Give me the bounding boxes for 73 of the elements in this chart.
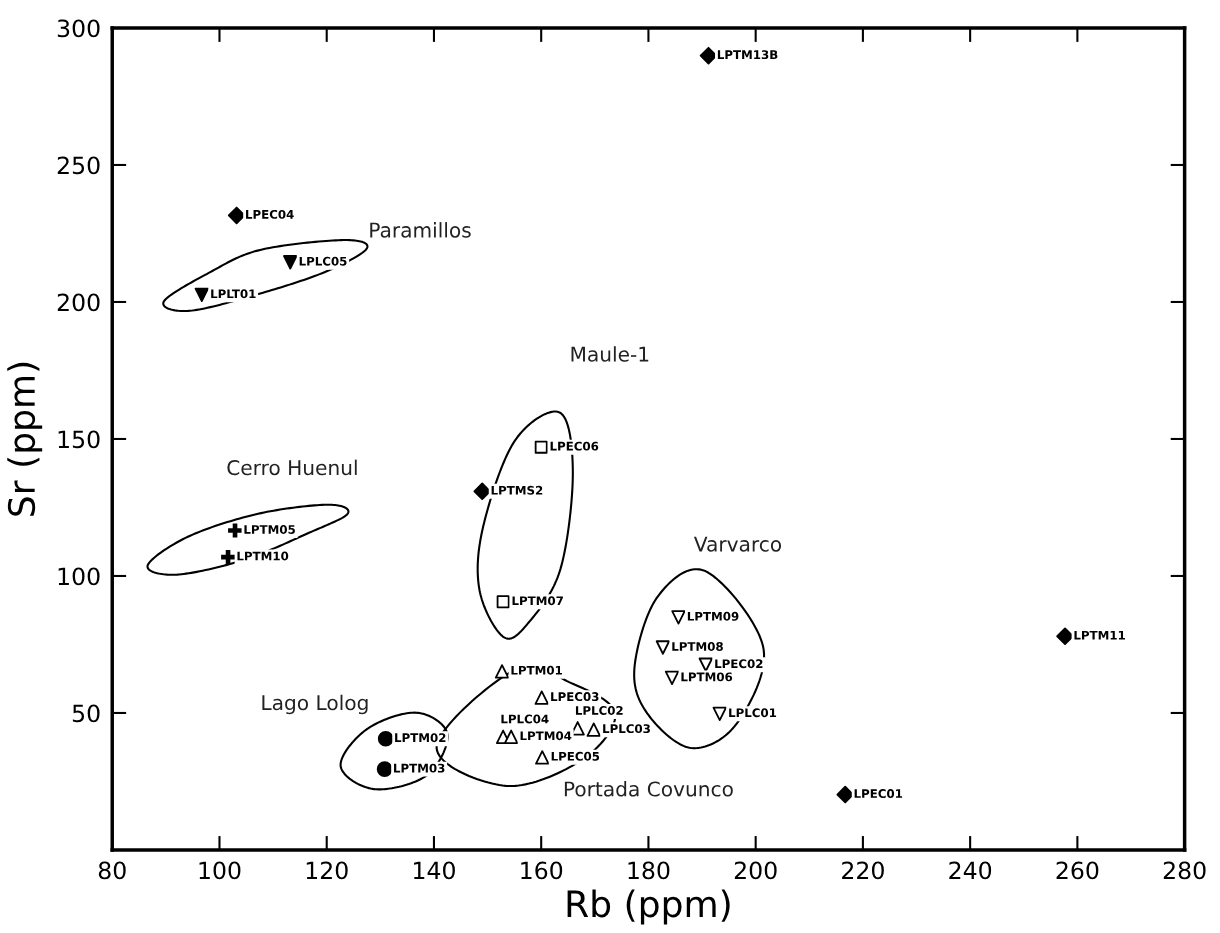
annotation: Portada Covunco <box>564 781 733 797</box>
x-tick-label: 160 <box>521 861 563 880</box>
point <box>227 206 246 225</box>
data-label: LPLC04 <box>501 714 549 724</box>
point <box>377 730 394 747</box>
data-label: LPTM01 <box>511 665 562 675</box>
point <box>473 482 491 501</box>
data-label: LPTM07 <box>512 596 563 606</box>
point <box>655 640 671 655</box>
point <box>664 670 680 686</box>
x-tick-label: 120 <box>306 861 348 880</box>
y-tick-label: 100 <box>58 567 100 586</box>
annotation: Cerro Huenul <box>227 459 357 476</box>
data-label: LPEC01 <box>854 789 903 799</box>
data-label: LPTM05 <box>244 524 295 534</box>
point <box>836 785 854 804</box>
point <box>671 610 686 625</box>
x-tick-label: 200 <box>734 861 777 880</box>
y-tick-label: 50 <box>72 704 100 723</box>
x-tick-label: 220 <box>842 861 884 880</box>
point <box>586 722 601 737</box>
data-label: LPTM11 <box>1074 630 1125 640</box>
x-tick-label: 140 <box>414 861 455 880</box>
point <box>534 440 548 454</box>
data-label: LPTM03 <box>394 763 445 773</box>
x-tick-label: 80 <box>98 861 126 880</box>
data-label: LPLC05 <box>299 256 347 266</box>
data-label: LPTM06 <box>681 672 733 682</box>
y-tick-label: 250 <box>57 156 100 175</box>
data-label: LPEC05 <box>551 751 600 761</box>
y-tick-label: 200 <box>57 293 100 312</box>
data-label: LPEC04 <box>246 209 294 219</box>
data-label: LPTM10 <box>237 551 289 561</box>
point <box>194 287 209 303</box>
point <box>228 523 242 538</box>
y-axis-title: Sr (ppm) <box>7 362 43 516</box>
x-tick-label: 180 <box>628 861 670 880</box>
y-tick-label: 300 <box>57 19 100 38</box>
annotation: Varvarco <box>693 536 782 552</box>
data-label: LPTM08 <box>672 641 723 651</box>
annotation: Lago Lolog <box>262 694 368 715</box>
point <box>376 761 393 777</box>
point <box>494 664 510 679</box>
annotation: Paramillos <box>370 222 471 238</box>
data-label: LPTM09 <box>687 611 739 621</box>
point <box>712 706 727 721</box>
point <box>504 729 519 744</box>
data-label: LPEC06 <box>550 441 599 451</box>
annotation: Maule-1 <box>571 346 649 362</box>
x-tick-label: 260 <box>1056 861 1099 880</box>
data-label: LPTM13B <box>717 50 778 60</box>
point <box>221 550 235 565</box>
data-label: LPLC01 <box>729 708 777 718</box>
point <box>699 46 718 65</box>
point <box>1056 627 1074 646</box>
point <box>283 255 298 270</box>
data-label: LPTMS2 <box>491 485 543 495</box>
x-axis-title: Rb (ppm) <box>567 889 730 925</box>
data-label: LPTM02 <box>395 733 446 743</box>
data-label: LPLC02 <box>575 705 623 715</box>
x-tick-label: 100 <box>199 861 241 880</box>
data-label: LPEC02 <box>715 659 763 669</box>
x-tick-label: 280 <box>1163 861 1206 880</box>
point <box>496 595 510 609</box>
point <box>698 657 713 672</box>
data-label: LPTM04 <box>520 731 572 741</box>
data-label: LPLC03 <box>603 724 650 734</box>
point <box>535 750 550 765</box>
data-label: LPLT01 <box>211 289 256 299</box>
data-label: LPEC03 <box>551 692 599 702</box>
y-tick-label: 150 <box>58 430 100 449</box>
x-tick-label: 240 <box>949 861 992 880</box>
point <box>534 690 549 705</box>
